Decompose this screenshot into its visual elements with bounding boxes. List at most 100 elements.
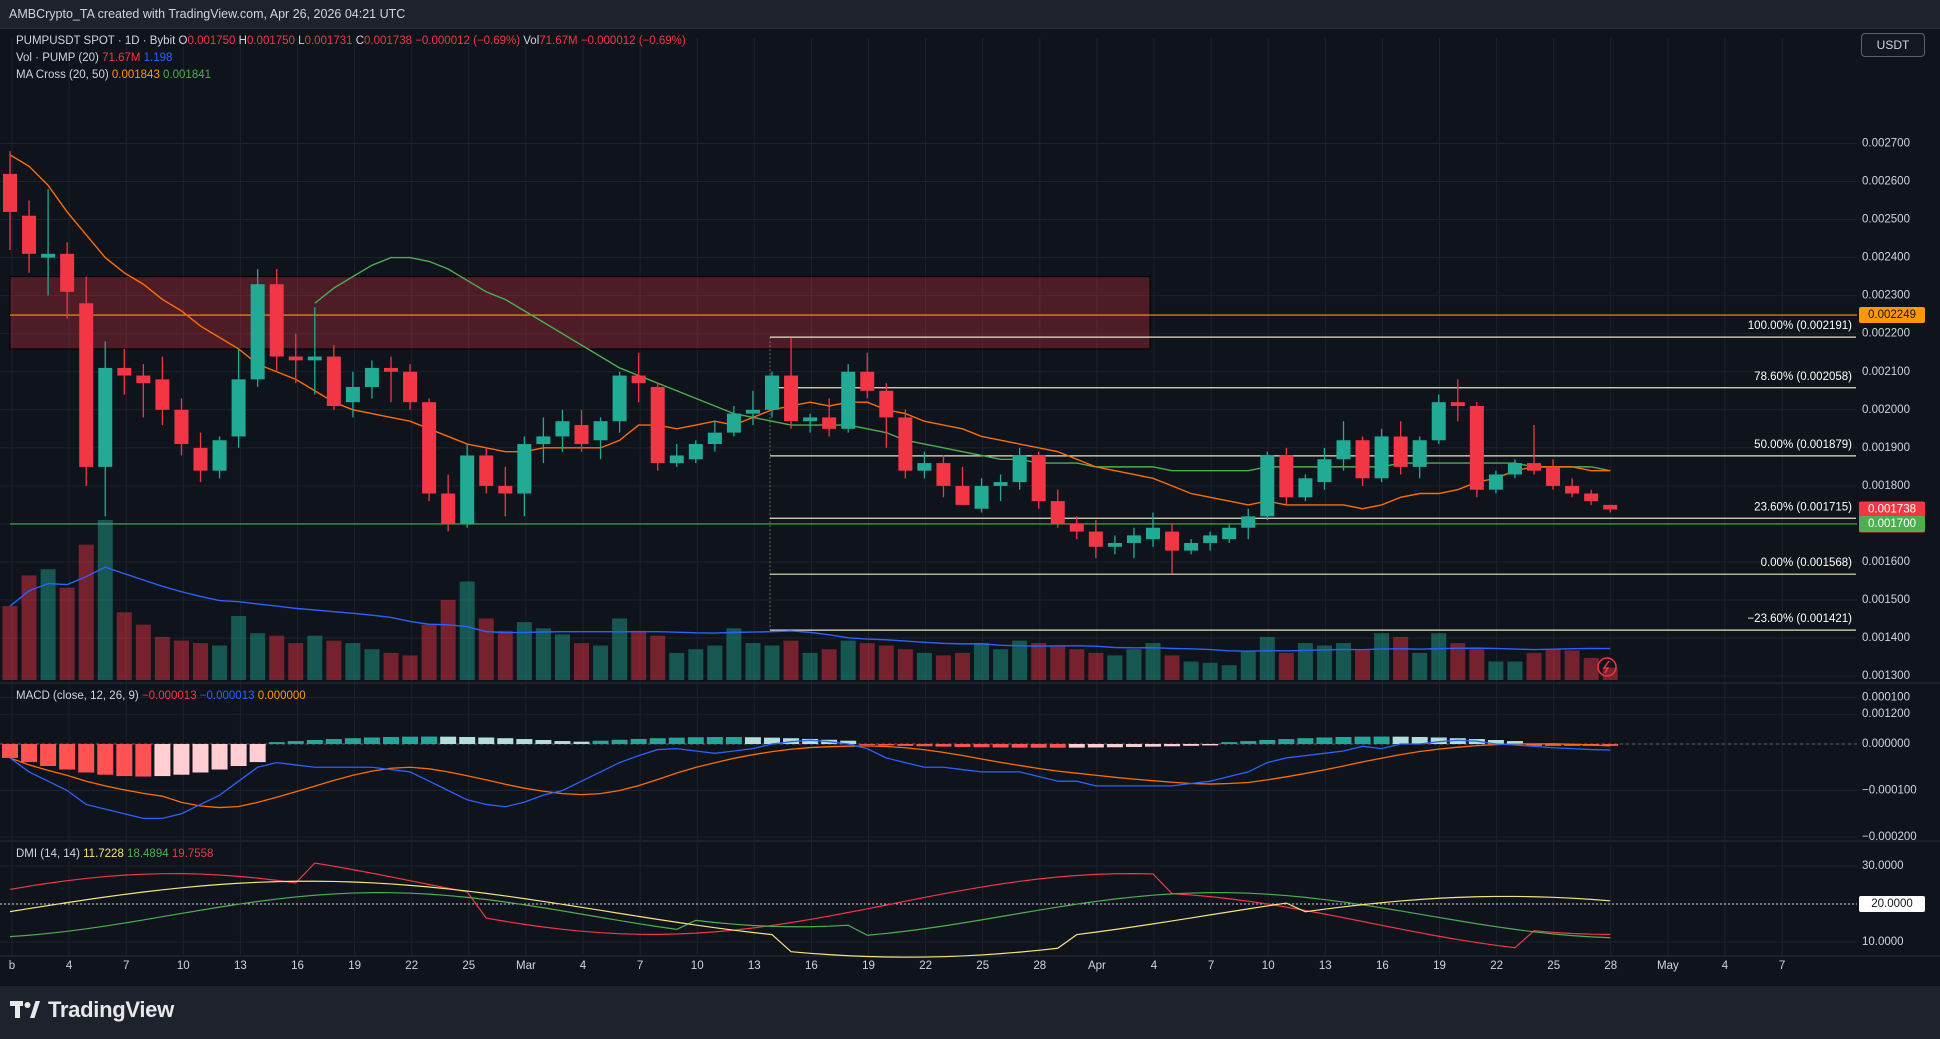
macd-histogram-bar	[440, 736, 457, 744]
symbol-legend: PUMPUSDT SPOT · 1D · Bybit O0.001750 H0.…	[16, 35, 686, 47]
macd-histogram-bar	[916, 744, 933, 747]
volume-bar	[535, 628, 551, 680]
time-tick-label: 28	[1604, 960, 1617, 972]
candle-body	[79, 303, 94, 467]
macd-tick-label: −0.000200	[1862, 831, 1917, 843]
candle-body	[669, 455, 684, 464]
volume-bar	[193, 643, 208, 680]
volume-bar	[1069, 649, 1085, 680]
volume-bar	[173, 640, 189, 680]
time-tick-label: 22	[919, 960, 932, 972]
volume-bar	[688, 649, 704, 680]
time-tick-label: 22	[1490, 960, 1503, 972]
volume-bar	[497, 630, 513, 680]
volume-bar	[612, 618, 628, 680]
candle-body	[98, 367, 113, 467]
volume-bar	[383, 652, 399, 680]
candle-body	[1374, 436, 1389, 479]
time-tick-label: 25	[1547, 960, 1560, 972]
adx-line	[9, 880, 1611, 958]
tradingview-logo[interactable]: TradingView	[10, 997, 174, 1023]
candle-body	[41, 253, 56, 258]
di-minus-line	[9, 862, 1611, 949]
time-tick-label: 4	[1151, 960, 1158, 972]
time-tick-label: 28	[1033, 960, 1046, 972]
symbol-label[interactable]: PUMPUSDT SPOT · 1D · Bybit	[16, 35, 176, 47]
candle-body	[1450, 402, 1465, 406]
macd-histogram-bar	[1430, 737, 1447, 744]
time-tick-label: 10	[691, 960, 704, 972]
candle-body	[536, 436, 551, 445]
macd-histogram-bar	[1526, 744, 1542, 746]
fib-label: 100.00% (0.002191)	[1748, 320, 1852, 332]
title-text: AMBCrypto_TA created with TradingView.co…	[9, 7, 406, 21]
candle-body	[1050, 501, 1065, 524]
high-label: H	[238, 35, 247, 47]
price-tick-label: 0.002100	[1862, 366, 1910, 378]
macd-histogram-bar	[116, 744, 133, 777]
candle-body	[1241, 516, 1256, 528]
vol-change-value: −0.000012 (−0.69%)	[580, 35, 686, 47]
candle-body	[1355, 440, 1370, 479]
macd-legend: MACD (close, 12, 26, 9) −0.000013 −0.000…	[16, 690, 306, 702]
time-tick-label: 4	[66, 960, 73, 972]
volume-bar	[135, 624, 151, 680]
time-tick-label: 19	[862, 960, 875, 972]
macd-histogram-bar	[859, 744, 876, 745]
time-tick-label: 16	[1376, 960, 1389, 972]
macd-label[interactable]: MACD (close, 12, 26, 9)	[16, 690, 139, 702]
candle-body	[860, 371, 875, 391]
candle-body	[345, 386, 360, 403]
price-tick-label: 0.001900	[1862, 442, 1910, 454]
volume-bar	[97, 520, 113, 680]
dmi-label[interactable]: DMI (14, 14)	[16, 848, 80, 860]
candle-body	[1146, 527, 1160, 540]
volume-bar	[1050, 645, 1066, 680]
candle-body	[612, 375, 627, 422]
macd-tick-label: −0.000100	[1862, 785, 1917, 797]
candle-body	[1069, 523, 1084, 532]
macd-histogram-bar	[402, 736, 419, 744]
time-tick-label: 25	[976, 960, 989, 972]
candle-body	[1565, 485, 1580, 494]
candle-body	[1488, 474, 1503, 490]
current-price-label: 0.001738	[1868, 504, 1916, 516]
volume-bar	[212, 645, 228, 680]
macd-signal-line	[9, 743, 1611, 809]
candle-body	[441, 493, 456, 524]
price-tick-label: 0.001600	[1862, 556, 1910, 568]
volume-bar	[1393, 636, 1409, 680]
volume-bar	[1450, 643, 1466, 680]
volume-bar	[40, 569, 56, 680]
macd-histogram-bar	[1335, 736, 1352, 744]
volume-bar	[1336, 643, 1351, 680]
close-label: C	[355, 35, 365, 47]
candle-body	[460, 455, 475, 524]
price-tick-label: 0.002500	[1862, 214, 1910, 226]
supply-zone	[9, 276, 1151, 350]
ma-cross-label[interactable]: MA Cross (20, 50)	[16, 69, 109, 81]
candle-body	[1546, 466, 1561, 486]
volume-bar	[726, 628, 742, 680]
candle-body	[498, 485, 513, 494]
macd-histogram-bar	[383, 736, 399, 744]
macd-histogram-bar	[764, 737, 780, 744]
volume-indicator-label[interactable]: Vol · PUMP (20)	[16, 52, 99, 64]
volume-bar	[802, 652, 818, 680]
time-tick-label: 16	[291, 960, 304, 972]
volume-bar	[916, 652, 932, 680]
resistance-price-label-bg	[1859, 307, 1925, 324]
macd-signal-value: 0.000000	[257, 690, 306, 702]
candle-body	[288, 356, 303, 361]
macd-histogram-bar	[1316, 737, 1333, 744]
currency-button[interactable]: USDT	[1861, 33, 1925, 57]
candle-body	[1165, 531, 1180, 551]
volume-bar	[326, 640, 342, 680]
macd-histogram-bar	[802, 738, 819, 744]
time-tick-label: Apr	[1088, 960, 1106, 972]
candle-body	[1088, 531, 1103, 547]
macd-histogram-bar	[973, 744, 990, 748]
candle-body	[117, 367, 132, 376]
price-tick-label: 0.002700	[1862, 137, 1910, 149]
